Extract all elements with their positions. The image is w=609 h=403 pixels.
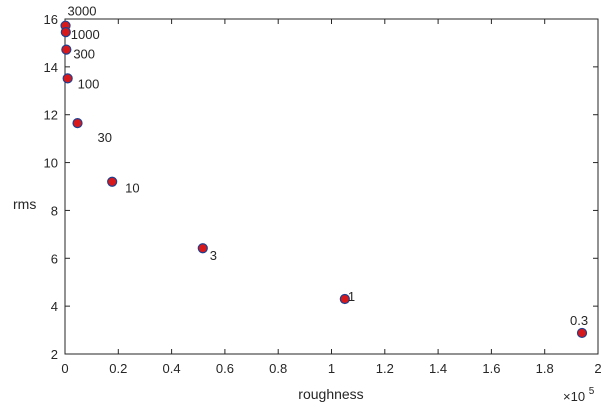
y-tick-label: 2 bbox=[51, 347, 58, 362]
data-point bbox=[576, 327, 588, 339]
x-tick-label: 0.2 bbox=[109, 361, 127, 376]
x-tick-label: 1 bbox=[328, 361, 335, 376]
x-tick-label: 0.4 bbox=[163, 361, 181, 376]
y-tick-label: 6 bbox=[51, 251, 58, 266]
x-multiplier-base: ×10 bbox=[563, 389, 585, 403]
x-tick-label: 1.6 bbox=[482, 361, 500, 376]
x-tick-label: 2 bbox=[594, 361, 601, 376]
x-multiplier-label: ×10 5 bbox=[563, 386, 595, 403]
plot-area-frame bbox=[64, 18, 599, 355]
data-point-label: 3000 bbox=[68, 4, 97, 19]
x-axis-label: roughness bbox=[298, 386, 363, 402]
data-point-label: 300 bbox=[73, 47, 95, 62]
data-point bbox=[62, 73, 73, 84]
data-point bbox=[339, 293, 350, 305]
y-axis-label: rms bbox=[13, 196, 36, 212]
data-point bbox=[107, 176, 118, 187]
y-tick-label: 16 bbox=[44, 12, 58, 27]
y-tick-label: 4 bbox=[51, 299, 58, 314]
data-point-label: 3 bbox=[210, 248, 217, 263]
data-point bbox=[197, 243, 208, 254]
data-point bbox=[61, 44, 72, 55]
y-tick-label: 12 bbox=[44, 108, 58, 123]
y-tick-label: 8 bbox=[51, 203, 58, 218]
data-point-label: 0.3 bbox=[570, 313, 588, 328]
x-tick-label: 0 bbox=[61, 361, 68, 376]
data-point-label: 1000 bbox=[71, 27, 100, 42]
data-point-label: 10 bbox=[125, 181, 139, 196]
x-tick-label: 1.4 bbox=[429, 361, 447, 376]
data-point bbox=[60, 27, 71, 38]
x-multiplier-exponent: 5 bbox=[589, 386, 595, 397]
x-tick-label: 1.8 bbox=[536, 361, 554, 376]
data-point-label: 30 bbox=[98, 130, 112, 145]
data-point-label: 1 bbox=[348, 289, 355, 304]
x-tick-label: 0.6 bbox=[216, 361, 234, 376]
x-tick-label: 0.8 bbox=[269, 361, 287, 376]
data-point-label: 100 bbox=[78, 76, 100, 91]
y-tick-label: 10 bbox=[44, 156, 58, 171]
x-tick-label: 1.2 bbox=[376, 361, 394, 376]
data-point bbox=[72, 117, 83, 129]
y-tick-label: 14 bbox=[44, 60, 58, 75]
